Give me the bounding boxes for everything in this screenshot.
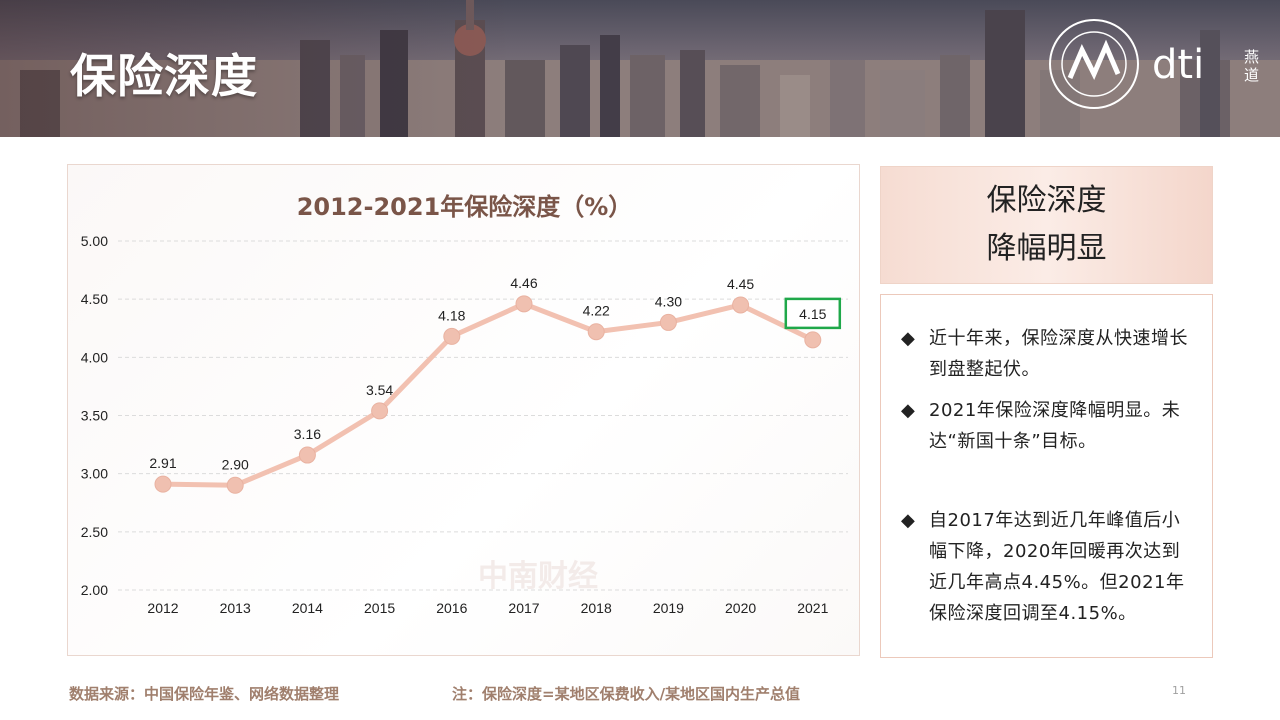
y-tick-label: 4.00 bbox=[81, 349, 108, 365]
watermark: 中南财经 bbox=[478, 559, 598, 594]
page-number: 11 bbox=[1172, 684, 1186, 697]
diamond-bullet-icon: ◆ bbox=[901, 328, 915, 349]
header-banner: 保险深度 dti 燕道 bbox=[0, 0, 1280, 137]
x-tick-label: 2013 bbox=[220, 600, 251, 616]
x-tick-label: 2015 bbox=[364, 600, 395, 616]
diamond-bullet-icon: ◆ bbox=[901, 510, 915, 531]
data-label: 4.30 bbox=[655, 293, 682, 309]
y-tick-label: 5.00 bbox=[81, 233, 108, 249]
formula-note: 注：保险深度=某地区保费收入/某地区国内生产总值 bbox=[452, 685, 801, 703]
x-tick-label: 2017 bbox=[508, 600, 539, 616]
data-point bbox=[659, 313, 677, 331]
chart-title: 2012-2021年保险深度（%） bbox=[296, 193, 633, 221]
bullet-text: 2021年保险深度降幅明显。未达“新国十条”目标。 bbox=[929, 400, 1181, 452]
x-tick-label: 2012 bbox=[147, 600, 178, 616]
data-point bbox=[587, 323, 605, 341]
data-point bbox=[515, 295, 533, 313]
bullet-text: 近十年来，保险深度从快速增长到盘整起伏。 bbox=[929, 328, 1188, 380]
x-tick-label: 2018 bbox=[581, 600, 612, 616]
data-source-note: 数据来源：中国保险年鉴、网络数据整理 bbox=[69, 685, 340, 703]
y-tick-label: 2.50 bbox=[81, 524, 108, 540]
data-label: 3.54 bbox=[366, 382, 393, 398]
logo-chinese-text: 燕道 bbox=[1244, 48, 1260, 84]
y-tick-label: 3.00 bbox=[81, 466, 108, 482]
bullet-item: ◆ 近十年来，保险深度从快速增长到盘整起伏。 bbox=[901, 323, 1197, 385]
x-tick-label: 2016 bbox=[436, 600, 467, 616]
data-point bbox=[732, 296, 750, 314]
highlight-box bbox=[784, 297, 842, 330]
page-title: 保险深度 bbox=[70, 49, 258, 103]
data-label: 4.18 bbox=[438, 307, 465, 323]
chart-panel: 中南财经 5.00 4.50 4.00 3.50 3.00 2.50 2.00 2012 201… bbox=[67, 164, 860, 656]
logo-wordmark: dti bbox=[1152, 42, 1205, 88]
x-tick-label: 2020 bbox=[725, 600, 756, 616]
diamond-bullet-icon: ◆ bbox=[901, 400, 915, 421]
summary-line-1: 保险深度 bbox=[986, 183, 1107, 218]
data-label: 2.91 bbox=[149, 455, 176, 471]
data-label: 4.46 bbox=[510, 275, 537, 291]
data-point bbox=[226, 476, 244, 494]
data-point bbox=[443, 327, 461, 345]
y-tick-label: 4.50 bbox=[81, 291, 108, 307]
bullet-item: ◆ 2021年保险深度降幅明显。未达“新国十条”目标。 bbox=[901, 395, 1197, 457]
summary-box: 保险深度 降幅明显 bbox=[880, 166, 1213, 284]
x-tick-label: 2021 bbox=[797, 600, 828, 616]
line-chart: 5.00 4.50 4.00 3.50 3.00 2.50 2.00 2012 2013 2014… bbox=[81, 233, 848, 616]
y-tick-label: 3.50 bbox=[81, 408, 108, 424]
data-label: 3.16 bbox=[294, 426, 321, 442]
header-overlay bbox=[0, 0, 1280, 137]
data-label: 4.45 bbox=[727, 276, 754, 292]
data-point bbox=[804, 331, 822, 349]
summary-line-2: 降幅明显 bbox=[986, 231, 1107, 266]
bullet-text: 自2017年达到近几年峰值后小幅下降，2020年回暖再次达到近几年高点4.45%… bbox=[929, 510, 1185, 624]
data-label: 2.90 bbox=[222, 456, 249, 472]
data-point bbox=[154, 475, 172, 493]
data-label: 4.15 bbox=[799, 306, 826, 322]
data-point bbox=[371, 402, 389, 420]
y-tick-label: 2.00 bbox=[81, 582, 108, 598]
bullet-list: ◆ 近十年来，保险深度从快速增长到盘整起伏。 ◆ 2021年保险深度降幅明显。未… bbox=[880, 294, 1213, 658]
x-tick-label: 2019 bbox=[653, 600, 684, 616]
data-point bbox=[298, 446, 316, 464]
data-label: 4.22 bbox=[583, 303, 610, 319]
institute-logo-icon bbox=[1049, 19, 1139, 109]
bullet-item: ◆ 自2017年达到近几年峰值后小幅下降，2020年回暖再次达到近几年高点4.4… bbox=[901, 505, 1197, 629]
x-tick-label: 2014 bbox=[292, 600, 323, 616]
series-line bbox=[162, 301, 814, 488]
